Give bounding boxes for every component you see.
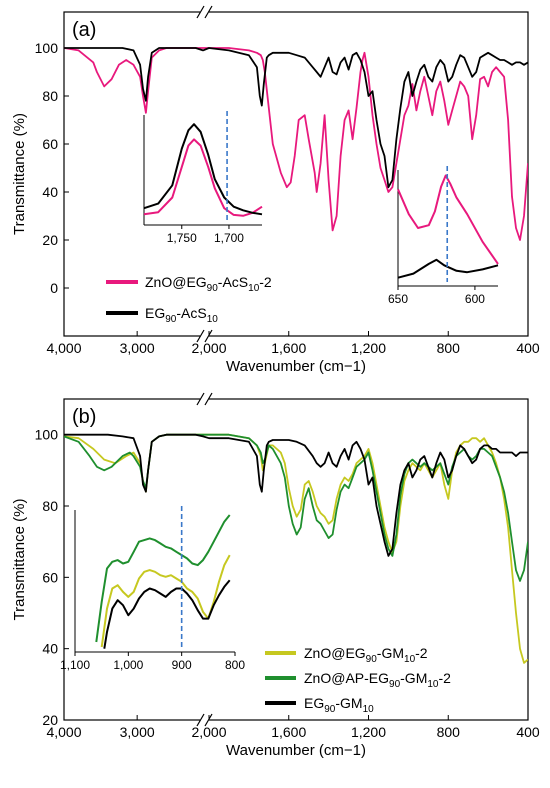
inset-x-tick-label: 600: [465, 292, 485, 306]
axis-break-gap-1: [200, 329, 209, 343]
axis-break-mark: [204, 5, 213, 19]
legend-entry-0: ZnO@EG90-AcS10-2: [145, 274, 272, 294]
y-tick-label: 40: [42, 641, 58, 657]
plot-frame: [63, 398, 529, 721]
inset-x-tick-label: 1,700: [214, 231, 244, 245]
y-tick-label: 0: [50, 280, 58, 296]
series-line-1: [64, 433, 528, 582]
inset-series-0: [95, 514, 231, 643]
x-tick-label: 4,000: [46, 340, 81, 356]
axis-break-gap-1: [200, 713, 209, 727]
panel-b: 4,000 3,000 2,000 1,600 1,200 800 400204060801…: [11, 392, 540, 759]
inset-x-tick-label: 1,000: [113, 658, 143, 672]
x-tick-label: 2,000: [191, 340, 226, 356]
inset-series-1: [100, 554, 231, 648]
y-axis-title: Transmittance (%): [11, 499, 28, 621]
series-line-1: [64, 47, 528, 189]
y-tick-label: 40: [42, 184, 58, 200]
axis-break-mark: [196, 5, 205, 19]
legend-entry-2: EG90-GM10: [304, 695, 374, 715]
x-tick-label: 3,000: [120, 724, 155, 740]
legend-entry-0: ZnO@EG90-GM10-2: [304, 645, 428, 665]
inset-series-1: [143, 123, 263, 216]
inset-series-1: [397, 174, 499, 265]
inset-1: 650 600: [388, 166, 499, 306]
legend-b: ZnO@EG90-GM10-2 ZnO@AP-EG90-GM10-2 EG90-GM…: [265, 645, 451, 715]
series-line-0: [64, 47, 528, 241]
y-tick-label: 80: [42, 88, 58, 104]
x-axis-title: Wavenumber (cm−1): [226, 358, 366, 375]
series-line-0: [64, 433, 528, 664]
y-tick-label: 60: [42, 569, 58, 585]
inset-0: 1,100 1,000 900 800: [60, 506, 245, 672]
axis-break-mark: [196, 329, 205, 343]
x-tick-label: 1,200: [351, 724, 386, 740]
axis-break-mark: [196, 713, 205, 727]
x-tick-label: 3,000: [120, 340, 155, 356]
x-axis-title: Wavenumber (cm−1): [226, 742, 366, 759]
legend-entry-1: EG90-AcS10: [145, 305, 218, 325]
y-tick-label: 80: [42, 498, 58, 514]
inset-series-2: [103, 579, 231, 649]
legend-a: ZnO@EG90-AcS10-2 EG90-AcS10: [106, 274, 272, 325]
x-tick-label: 2,000: [191, 724, 226, 740]
x-tick-label: 1,200: [351, 340, 386, 356]
x-tick-label: 400: [516, 724, 540, 740]
x-tick-label: 1,600: [271, 724, 306, 740]
y-tick-label: 20: [42, 712, 58, 728]
y-axis-title: Transmittance (%): [11, 113, 28, 235]
series-line-2: [64, 433, 528, 557]
panel-a: 4,000 3,000 2,000 1,600 1,200 800 400 0 20 40 60 80…: [11, 5, 540, 375]
y-tick-label: 20: [42, 232, 58, 248]
inset-x-tick-label: 1,750: [167, 231, 197, 245]
inset-x-tick-label: 900: [172, 658, 192, 672]
panel-label: (a): [72, 19, 96, 41]
inset-x-tick-label: 650: [388, 292, 408, 306]
y-tick-label: 100: [35, 427, 59, 443]
inset-series-0: [397, 258, 499, 279]
axis-break-gap-0: [200, 392, 209, 406]
inset-x-tick-label: 800: [225, 658, 245, 672]
legend-entry-1: ZnO@AP-EG90-GM10-2: [304, 670, 451, 690]
x-tick-label: 400: [516, 340, 540, 356]
inset-series-0: [143, 138, 263, 217]
x-tick-label: 800: [437, 340, 461, 356]
inset-x-tick-label: 1,100: [60, 658, 90, 672]
x-tick-label: 1,600: [271, 340, 306, 356]
y-tick-label: 100: [35, 40, 59, 56]
x-tick-label: 4,000: [46, 724, 81, 740]
inset-0: 1,750 1,700: [143, 111, 263, 245]
series-group: [64, 47, 528, 241]
series-group: [64, 433, 528, 664]
y-tick-label: 60: [42, 136, 58, 152]
axis-break-gap-0: [200, 5, 209, 19]
panel-label: (b): [72, 406, 96, 428]
axis-break-mark: [204, 392, 213, 406]
axis-break-mark: [196, 392, 205, 406]
x-tick-label: 800: [437, 724, 461, 740]
